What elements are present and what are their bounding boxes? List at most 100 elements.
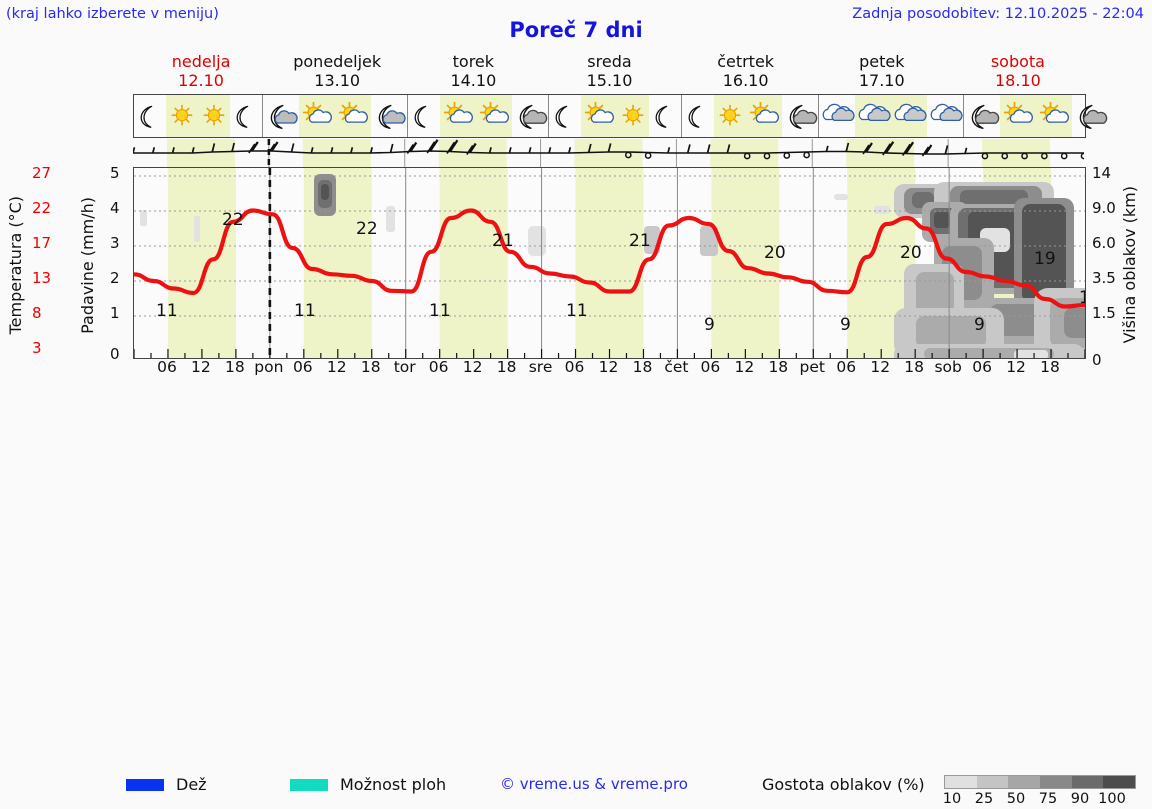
svg-text:11: 11 [566,301,588,321]
cloud-density-step [1103,776,1136,788]
icon-day-četrtek [682,95,819,137]
moon-cloud-icon [371,95,407,137]
moon-icon [230,95,262,137]
x-tick-label: 18 [496,358,517,376]
moon-cloud-icon [512,95,548,137]
precipitation-axis-title: Padavine (mm/h) [78,172,97,358]
svg-text:9: 9 [704,315,715,335]
x-tick-label: 06 [564,358,585,376]
cloudheight-axis-title: Višina oblakov (km) [1120,170,1139,360]
x-tick-label: 12 [191,358,211,376]
tick-label: 1 [110,304,120,322]
cloud-density-step-label: 50 [1006,791,1026,807]
cloud-density-legend-label: Gostota oblakov (%) [762,775,925,794]
svg-text:22: 22 [222,210,244,230]
tick-label: 27 [32,164,52,182]
x-tick-label: 12 [734,358,755,376]
x-tick-label: 18 [768,358,789,376]
cloud-density-step [1071,776,1104,788]
sun-cloud-icon [1000,95,1036,137]
moon-cloud-icon [263,95,299,137]
day-header-ponedeljek: ponedeljek 13.10 [269,52,405,92]
sun-cloud-icon [476,95,512,137]
cloud-icon [819,95,855,137]
tick-label: 0 [110,345,120,363]
day-header-nedelja: nedelja 12.10 [133,52,269,92]
cloud-icon [927,95,963,137]
tick-label: 13 [32,269,52,287]
x-tick-label: 18 [1040,358,1060,376]
day-name: torek [452,52,495,71]
sun-cloud-icon [746,95,782,137]
tick-label: 3 [110,234,120,252]
day-name: petek [859,52,905,71]
tick-label: 8 [32,304,42,322]
cloud-density-step-label: 75 [1038,791,1058,807]
svg-text:21: 21 [629,231,651,251]
menu-hint-text: (kraj lahko izberete v meniju) [6,6,219,22]
cloud-density-step-label: 25 [974,791,994,807]
svg-text:19: 19 [1034,249,1056,269]
day-header-petek: petek 17.10 [814,52,950,92]
copyright-text[interactable]: © vreme.us & vreme.pro [500,775,688,793]
tick-label: 14 [1092,164,1112,182]
icon-day-ponedeljek [263,95,408,137]
x-axis-tick-labels: 06 12 18 pon 06 12 18 tor 06 12 18 sre 06 12 18 čet 06 12… [133,358,1086,380]
x-tick-label: sre [528,358,553,376]
tick-label: 2 [110,269,120,287]
x-tick-label: 18 [904,358,925,376]
svg-text:11: 11 [294,301,316,321]
day-name: nedelja [171,52,231,71]
tick-label: 17 [32,234,52,252]
tick-label: 9.0 [1092,199,1116,217]
wind-barb-strip [133,139,1086,167]
day-name: četrtek [717,52,775,71]
tick-label: 5 [110,164,120,182]
day-headers: nedelja 12.10 ponedeljek 13.10 torek 14.10 sre… [133,52,1086,92]
tick-label: 22 [32,199,52,217]
x-tick-label: 18 [225,358,245,376]
moon-cloud-icon [782,95,818,137]
day-date: 12.10 [178,71,224,90]
temperature-axis-title-text: Temperatura (°C) [6,195,25,335]
x-tick-label: pet [799,358,826,376]
tick-label: 4 [110,199,120,217]
sun-icon [166,95,198,137]
x-tick-label: 06 [700,358,721,376]
x-tick-label: sob [934,358,962,376]
x-tick-label: čet [664,358,689,376]
sun-cloud-icon [299,95,335,137]
cloud-density-step-label: 90 [1070,791,1090,807]
cloud-density-scale-labels: 10 25 50 75 90 100 [942,791,1136,809]
svg-text:9: 9 [974,315,985,335]
temperature-axis-title: Temperatura (°C) [6,175,25,355]
icon-day-petek [819,95,964,137]
day-date: 18.10 [995,71,1041,90]
svg-text:21: 21 [492,231,514,251]
rain-legend-label: Dež [176,775,207,794]
tick-label: 0 [1092,351,1102,369]
legend: Dež Možnost ploh © vreme.us & vreme.pro … [0,386,1152,807]
x-tick-label: pon [254,358,284,376]
rain-legend-swatch [126,779,164,791]
icon-day-torek [408,95,549,137]
day-header-sobota: sobota 18.10 [950,52,1086,92]
day-name: sobota [990,52,1045,71]
x-tick-label: 06 [836,358,857,376]
cloud-density-step [1008,776,1041,788]
meteogram-plot: 22 22 21 21 20 20 19 11 11 11 11 9 9 9 12 [133,167,1086,359]
sun-cloud-icon [1036,95,1072,137]
x-tick-label: 06 [428,358,449,376]
day-date: 13.10 [314,71,361,90]
day-name: sreda [587,52,632,71]
precipitation-axis-title-text: Padavine (mm/h) [78,196,97,334]
cloud-density-step-label: 10 [942,791,962,807]
moon-icon [134,95,166,137]
cloud-icon [855,95,891,137]
icon-day-sreda [549,95,682,137]
sun-icon [198,95,230,137]
icon-day-sobota [964,95,1108,137]
x-tick-label: 12 [870,358,891,376]
cloud-icon [891,95,927,137]
tick-label: 1.5 [1092,304,1116,322]
